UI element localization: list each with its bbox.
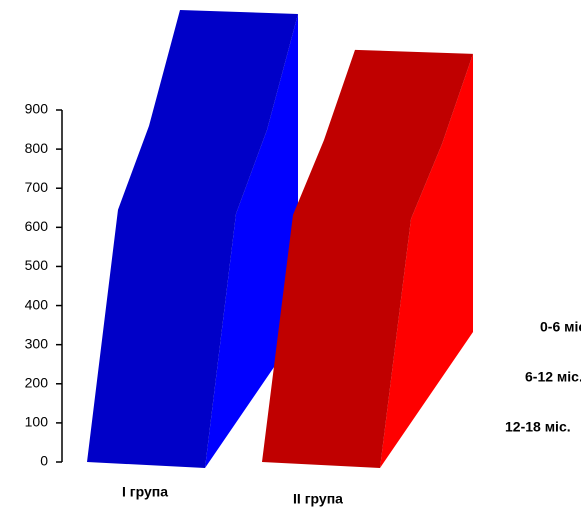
y-tick-label: 800: [25, 140, 49, 156]
y-tick-label: 700: [25, 179, 49, 195]
y-tick-label: 500: [25, 257, 49, 273]
y-tick-label: 400: [25, 296, 49, 312]
y-tick-label: 100: [25, 414, 49, 430]
series-label: II група: [293, 491, 343, 507]
depth-label: 0-6 міс.: [540, 319, 581, 335]
ribbon-face: [262, 49, 473, 469]
ribbon-side: [205, 13, 298, 469]
y-tick-label: 200: [25, 374, 49, 390]
y-tick-label: 900: [25, 101, 49, 117]
y-tick-label: 600: [25, 218, 49, 234]
depth-label: 12-18 міс.: [505, 419, 571, 435]
depth-label: 6-12 міс.: [525, 369, 581, 385]
y-tick-label: 300: [25, 335, 49, 351]
y-tick-label: 0: [40, 453, 48, 469]
ribbon-side: [380, 53, 473, 469]
ribbon-face: [87, 9, 298, 469]
series-label: I група: [122, 484, 168, 500]
